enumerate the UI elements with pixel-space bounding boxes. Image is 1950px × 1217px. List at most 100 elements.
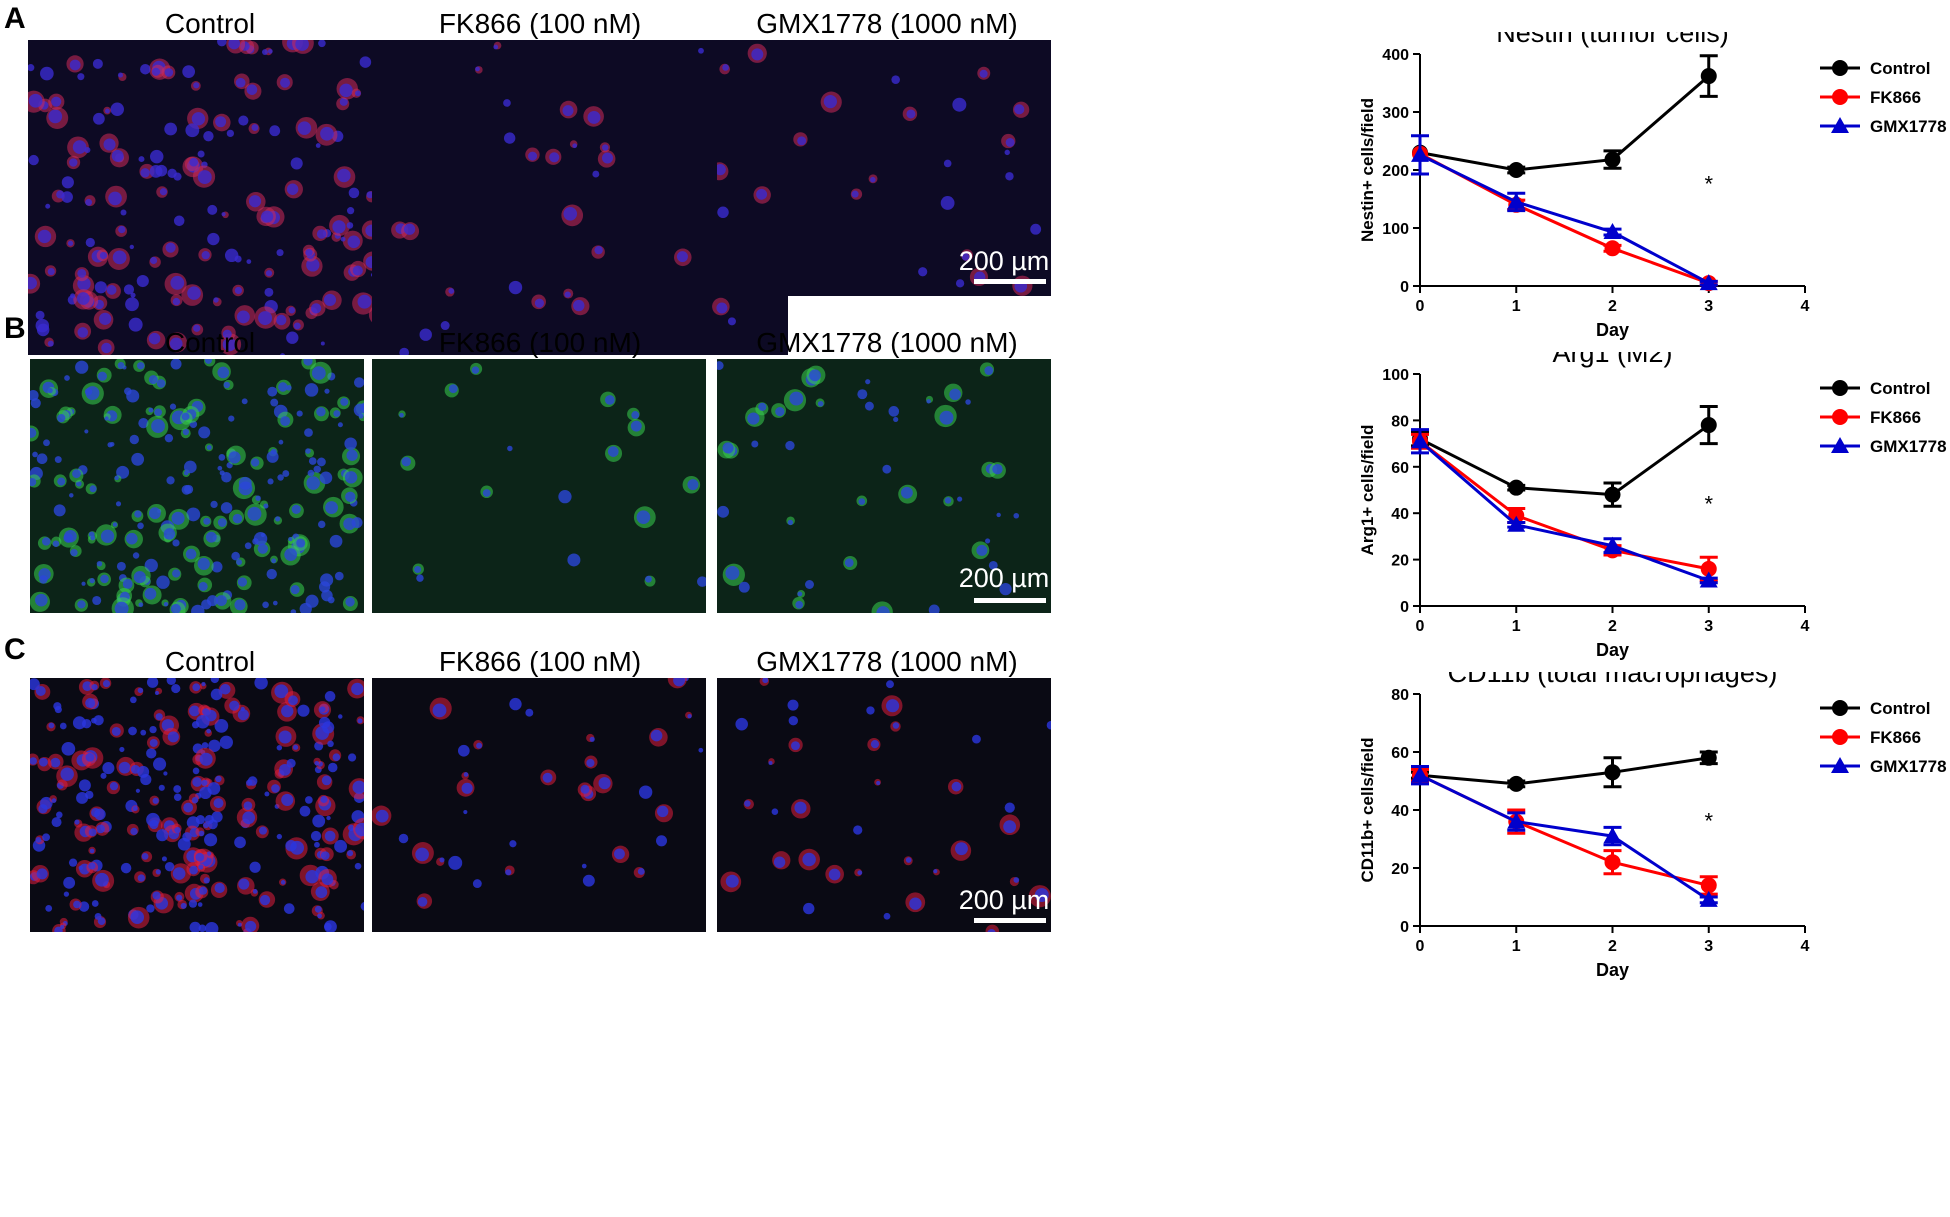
y-axis-label: CD11b+ cells/field: [1358, 737, 1377, 882]
panel-letter-b: B: [4, 312, 26, 345]
legend-marker: [1832, 700, 1848, 716]
scale-bar-label-a: 200 µm: [958, 246, 1050, 276]
data-point: [1603, 223, 1622, 240]
x-tick-label: 4: [1801, 618, 1810, 635]
panel-letter-a: A: [4, 2, 26, 35]
micrograph-b-control: [30, 359, 364, 613]
data-point: [1507, 812, 1526, 829]
series-line: [1419, 423, 1710, 497]
micrograph-a-gmx1778: [717, 40, 1051, 296]
series-line: [1419, 74, 1710, 172]
y-axis-label: Nestin+ cells/field: [1358, 98, 1377, 242]
legend-marker: [1831, 117, 1849, 133]
data-point: [1411, 432, 1429, 449]
y-tick-label: 300: [1382, 105, 1409, 122]
micrograph-texture: [717, 40, 1051, 296]
data-point: [1411, 145, 1429, 162]
data-point: [1508, 162, 1525, 178]
micrograph-texture: [30, 359, 364, 613]
y-tick-label: 80: [1391, 413, 1409, 430]
data-point: [1700, 68, 1717, 85]
y-tick-label: 0: [1400, 599, 1409, 616]
legend-label: Control: [1870, 379, 1930, 398]
data-point: [1699, 890, 1718, 907]
image-title-fk866: FK866 (100 nM): [438, 646, 642, 677]
x-tick-label: 1: [1512, 618, 1521, 635]
data-point: [1700, 560, 1717, 577]
data-point: [1603, 827, 1622, 844]
micrograph-b-fk866: [372, 359, 706, 613]
image-title-control: Control: [164, 327, 256, 358]
y-tick-label: 60: [1391, 460, 1409, 477]
y-tick-label: 20: [1391, 553, 1409, 570]
micrograph-b-gmx1778: [717, 359, 1051, 613]
micrograph-texture: [372, 678, 706, 932]
y-tick-label: 40: [1391, 506, 1409, 523]
x-axis-label: Day: [1596, 640, 1629, 660]
micrograph-texture: [372, 359, 706, 613]
image-title-gmx1778: GMX1778 (1000 nM): [756, 646, 1018, 677]
scale-bar-label-c: 200 µm: [958, 885, 1050, 915]
micrograph-texture: [717, 359, 1051, 613]
scale-bar-c: [974, 918, 1046, 923]
x-tick-label: 3: [1704, 938, 1713, 955]
data-point: [1700, 417, 1717, 434]
series-line: [1419, 153, 1710, 285]
series-line: [1419, 440, 1710, 582]
chart-cd11b: CD11b (total macrophages) 0 1 2 3 4 0 20 40 60 80 D…: [1330, 658, 1950, 1067]
series-line: [1419, 440, 1710, 571]
data-point: [1411, 766, 1429, 783]
data-point: [1699, 571, 1718, 588]
x-axis-label: Day: [1596, 320, 1629, 340]
image-title-fk866: FK866 (100 nM): [438, 327, 642, 358]
data-point: [1604, 764, 1621, 781]
significance-asterisk: *: [1704, 172, 1713, 197]
x-axis-label: Day: [1596, 960, 1629, 980]
scale-bar-label-b: 200 µm: [958, 563, 1050, 593]
x-tick-label: 0: [1416, 618, 1425, 635]
image-title-control: Control: [164, 8, 256, 39]
y-tick-label: 0: [1400, 279, 1409, 296]
y-tick-label: 100: [1382, 221, 1409, 238]
y-tick-label: 20: [1391, 861, 1409, 878]
data-point: [1508, 775, 1525, 792]
legend-marker: [1832, 409, 1848, 425]
legend-label: FK866: [1870, 728, 1921, 747]
y-tick-label: 400: [1382, 47, 1409, 64]
legend-label: GMX1778: [1870, 117, 1947, 136]
data-point: [1699, 274, 1718, 291]
x-tick-label: 2: [1608, 938, 1617, 955]
x-tick-label: 0: [1416, 298, 1425, 315]
y-tick-label: 100: [1382, 367, 1409, 384]
legend-marker: [1831, 757, 1849, 773]
scale-bar-b: [974, 598, 1046, 603]
data-point: [1508, 479, 1525, 496]
legend-marker: [1832, 60, 1848, 76]
micrograph-c-fk866: [372, 678, 706, 932]
legend-label: GMX1778: [1870, 757, 1947, 776]
y-tick-label: 80: [1391, 687, 1409, 704]
data-point: [1700, 877, 1717, 894]
data-point: [1604, 486, 1621, 503]
data-point: [1507, 515, 1526, 532]
data-point: [1604, 240, 1621, 257]
legend-label: Control: [1870, 699, 1930, 718]
x-tick-label: 2: [1608, 298, 1617, 315]
series-line: [1419, 756, 1709, 786]
legend-marker: [1832, 729, 1848, 745]
micrograph-c-control: [30, 678, 364, 932]
micrograph-c-gmx1778: [717, 678, 1051, 932]
chart-title: Nestin (tumor cells): [1496, 32, 1729, 48]
micrograph-texture: [30, 678, 364, 932]
x-tick-label: 4: [1801, 298, 1810, 315]
legend-label: FK866: [1870, 88, 1921, 107]
x-tick-label: 1: [1512, 938, 1521, 955]
x-tick-label: 0: [1416, 938, 1425, 955]
y-tick-label: 200: [1382, 163, 1409, 180]
x-tick-label: 2: [1608, 618, 1617, 635]
legend-marker: [1832, 89, 1848, 105]
legend-marker: [1831, 437, 1849, 453]
x-tick-label: 4: [1801, 938, 1810, 955]
x-tick-label: 3: [1704, 618, 1713, 635]
image-title-gmx1778: GMX1778 (1000 nM): [756, 8, 1018, 39]
